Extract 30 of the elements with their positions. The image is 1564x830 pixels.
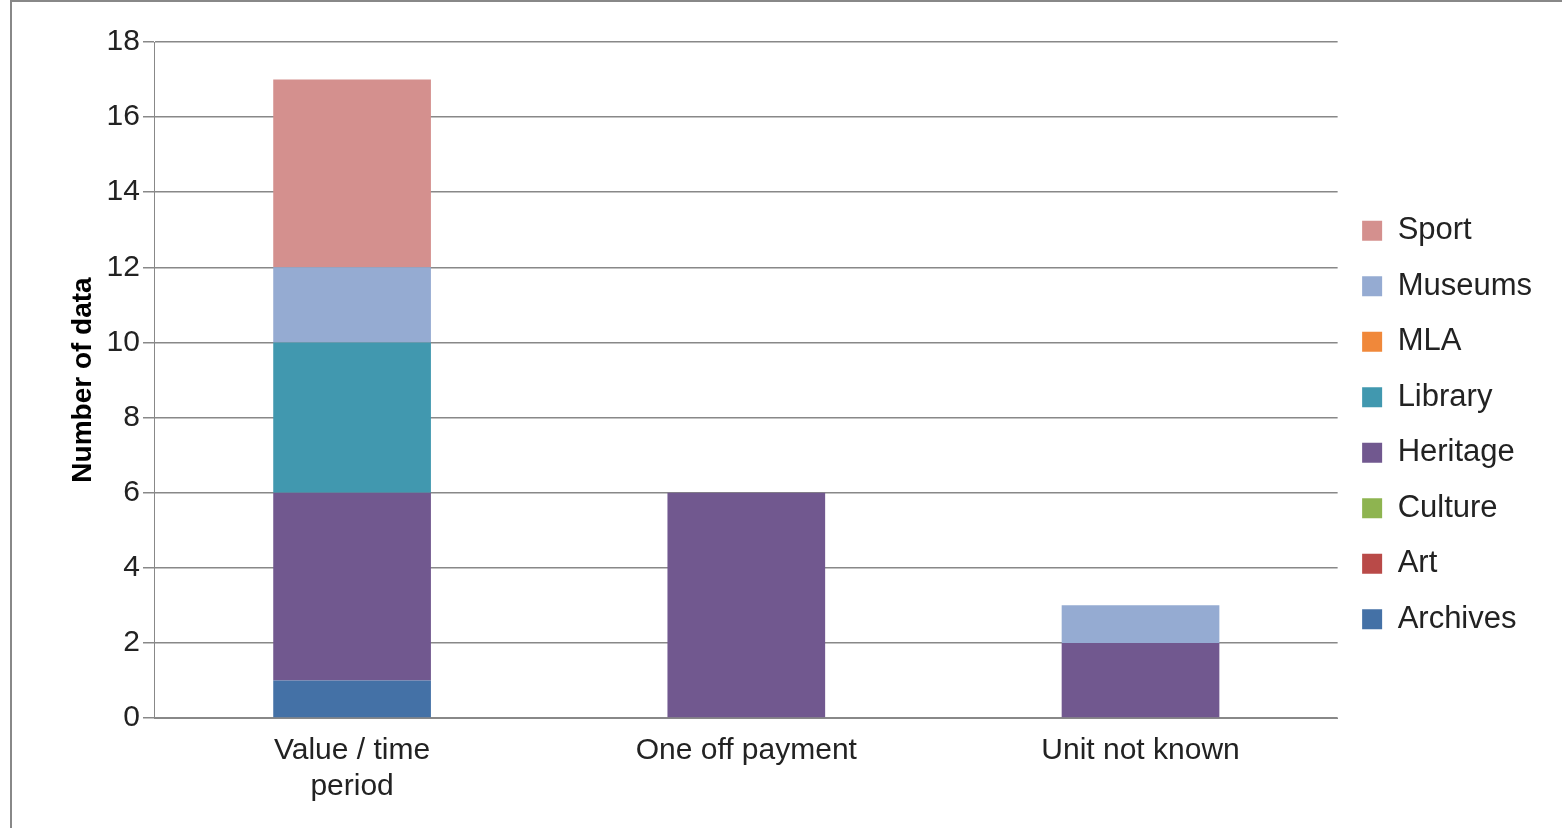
- legend-label: MLA: [1397, 322, 1462, 358]
- x-tick-label: Unit not known: [1041, 732, 1240, 766]
- y-tick-label: 0: [123, 699, 140, 733]
- bar: [273, 79, 431, 268]
- bar: [273, 680, 431, 718]
- legend-label: Art: [1397, 544, 1438, 580]
- y-axis-title: Number of data: [65, 276, 97, 483]
- bar: [1061, 642, 1220, 718]
- y-tick-label: 2: [123, 624, 140, 658]
- bar: [273, 342, 431, 493]
- y-tick-label: 4: [123, 549, 140, 583]
- y-tick-label: 16: [106, 98, 140, 132]
- y-tick-label: 14: [106, 173, 140, 207]
- bar: [1061, 605, 1220, 643]
- legend-label: Culture: [1397, 488, 1498, 524]
- bar: [273, 492, 431, 681]
- x-tick-label: Value / time period: [273, 732, 431, 802]
- legend-label: Museums: [1397, 266, 1533, 302]
- legend-label: Archives: [1397, 599, 1517, 635]
- y-tick-label: 6: [123, 473, 140, 507]
- y-tick-label: 18: [106, 23, 140, 57]
- x-tick-label: One off payment: [635, 732, 858, 766]
- y-tick-label: 8: [123, 398, 140, 432]
- legend-label: Sport: [1397, 211, 1473, 247]
- y-tick-label: 12: [106, 248, 140, 282]
- bar: [667, 492, 826, 718]
- legend-label: Library: [1397, 377, 1493, 413]
- y-tick-label: 10: [106, 323, 140, 357]
- bar: [273, 267, 431, 343]
- legend-label: Heritage: [1397, 433, 1515, 469]
